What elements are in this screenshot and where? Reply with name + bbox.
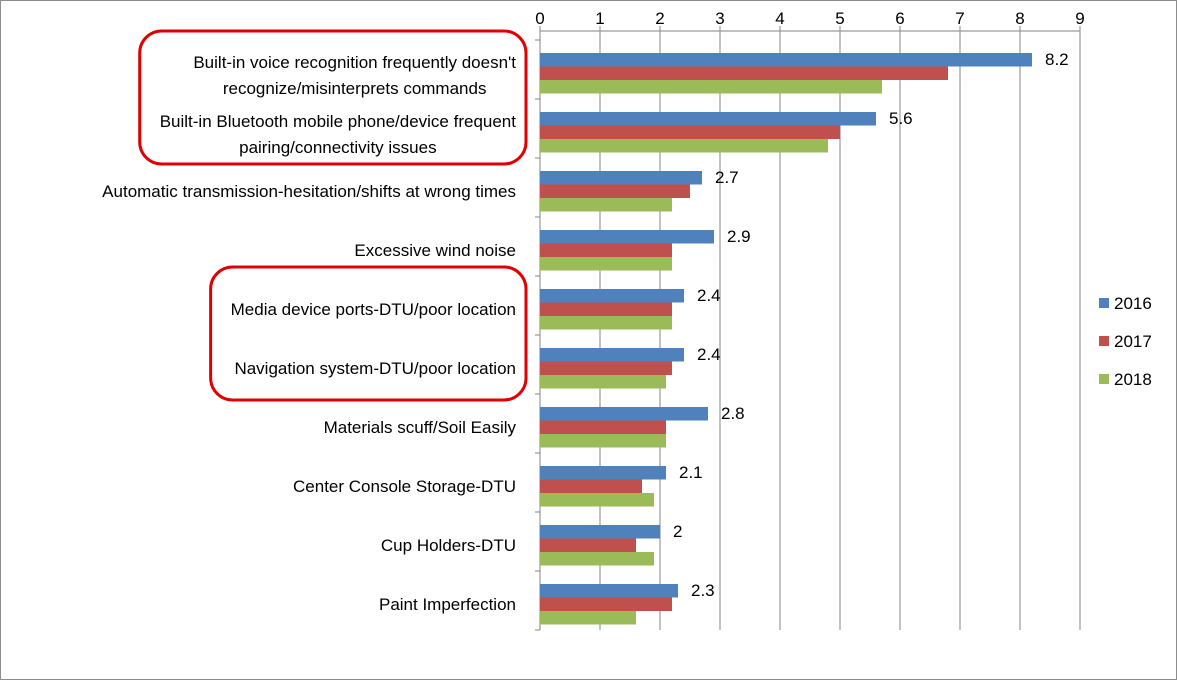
bar-2017 [540, 66, 948, 80]
bar-2018 [540, 80, 882, 94]
bar-2018 [540, 257, 672, 271]
bar-2016 [540, 525, 660, 539]
x-tick-label: 9 [1075, 9, 1084, 28]
category-label: pairing/connectivity issues [239, 138, 436, 157]
bar-2018 [540, 493, 654, 507]
bar-2018 [540, 198, 672, 212]
highlight-box [209, 265, 528, 402]
legend-swatch-2017 [1099, 336, 1109, 346]
category-label: Paint Imperfection [379, 595, 516, 614]
bar-2016 [540, 171, 702, 185]
data-label: 2.9 [727, 227, 751, 246]
x-tick-label: 4 [775, 9, 784, 28]
legend-label: 2017 [1114, 332, 1152, 351]
x-tick-label: 1 [595, 9, 604, 28]
category-label: Automatic transmission-hesitation/shifts… [102, 182, 516, 201]
data-label: 5.6 [889, 109, 913, 128]
data-label: 2.4 [697, 286, 721, 305]
bar-2016 [540, 407, 708, 421]
bar-2018 [540, 552, 654, 566]
data-label: 2 [673, 522, 682, 541]
bar-2018 [540, 434, 666, 448]
x-tick-label: 8 [1015, 9, 1024, 28]
bar-2016 [540, 230, 714, 244]
bar-2016 [540, 348, 684, 362]
bar-2017 [540, 597, 672, 611]
category-label: Materials scuff/Soil Easily [324, 418, 517, 437]
x-tick-label: 0 [535, 9, 544, 28]
data-label: 8.2 [1045, 50, 1069, 69]
bar-2017 [540, 243, 672, 257]
category-label: Center Console Storage-DTU [293, 477, 516, 496]
bar-2016 [540, 584, 678, 598]
x-tick-label: 2 [655, 9, 664, 28]
category-label: Excessive wind noise [354, 241, 516, 260]
bar-2017 [540, 302, 672, 316]
bar-2016 [540, 112, 876, 126]
x-tick-label: 5 [835, 9, 844, 28]
bar-2016 [540, 53, 1032, 67]
bar-2017 [540, 184, 690, 198]
bar-2017 [540, 479, 642, 493]
bar-2016 [540, 466, 666, 480]
x-tick-label: 3 [715, 9, 724, 28]
category-label: Built-in voice recognition frequently do… [193, 53, 516, 72]
bar-2017 [540, 361, 672, 375]
x-tick-label: 7 [955, 9, 964, 28]
bar-2017 [540, 125, 840, 139]
bar-2017 [540, 538, 636, 552]
bar-2018 [540, 375, 666, 389]
legend-swatch-2018 [1099, 374, 1109, 384]
legend-label: 2016 [1114, 294, 1152, 313]
data-label: 2.7 [715, 168, 739, 187]
bar-2018 [540, 611, 636, 625]
category-label: Media device ports-DTU/poor location [231, 300, 516, 319]
category-label: recognize/misinterprets commands [223, 79, 487, 98]
bar-2018 [540, 139, 828, 153]
data-label: 2.3 [691, 581, 715, 600]
bar-2016 [540, 289, 684, 303]
bar-2017 [540, 420, 666, 434]
category-label: Built-in Bluetooth mobile phone/device f… [160, 112, 517, 131]
highlight-box [138, 29, 528, 166]
x-tick-label: 6 [895, 9, 904, 28]
legend-label: 2018 [1114, 370, 1152, 389]
data-label: 2.1 [679, 463, 703, 482]
data-label: 2.4 [697, 345, 721, 364]
data-label: 2.8 [721, 404, 745, 423]
category-label: Cup Holders-DTU [381, 536, 516, 555]
category-label: Navigation system-DTU/poor location [234, 359, 516, 378]
bar-2018 [540, 316, 672, 330]
legend-swatch-2016 [1099, 298, 1109, 308]
